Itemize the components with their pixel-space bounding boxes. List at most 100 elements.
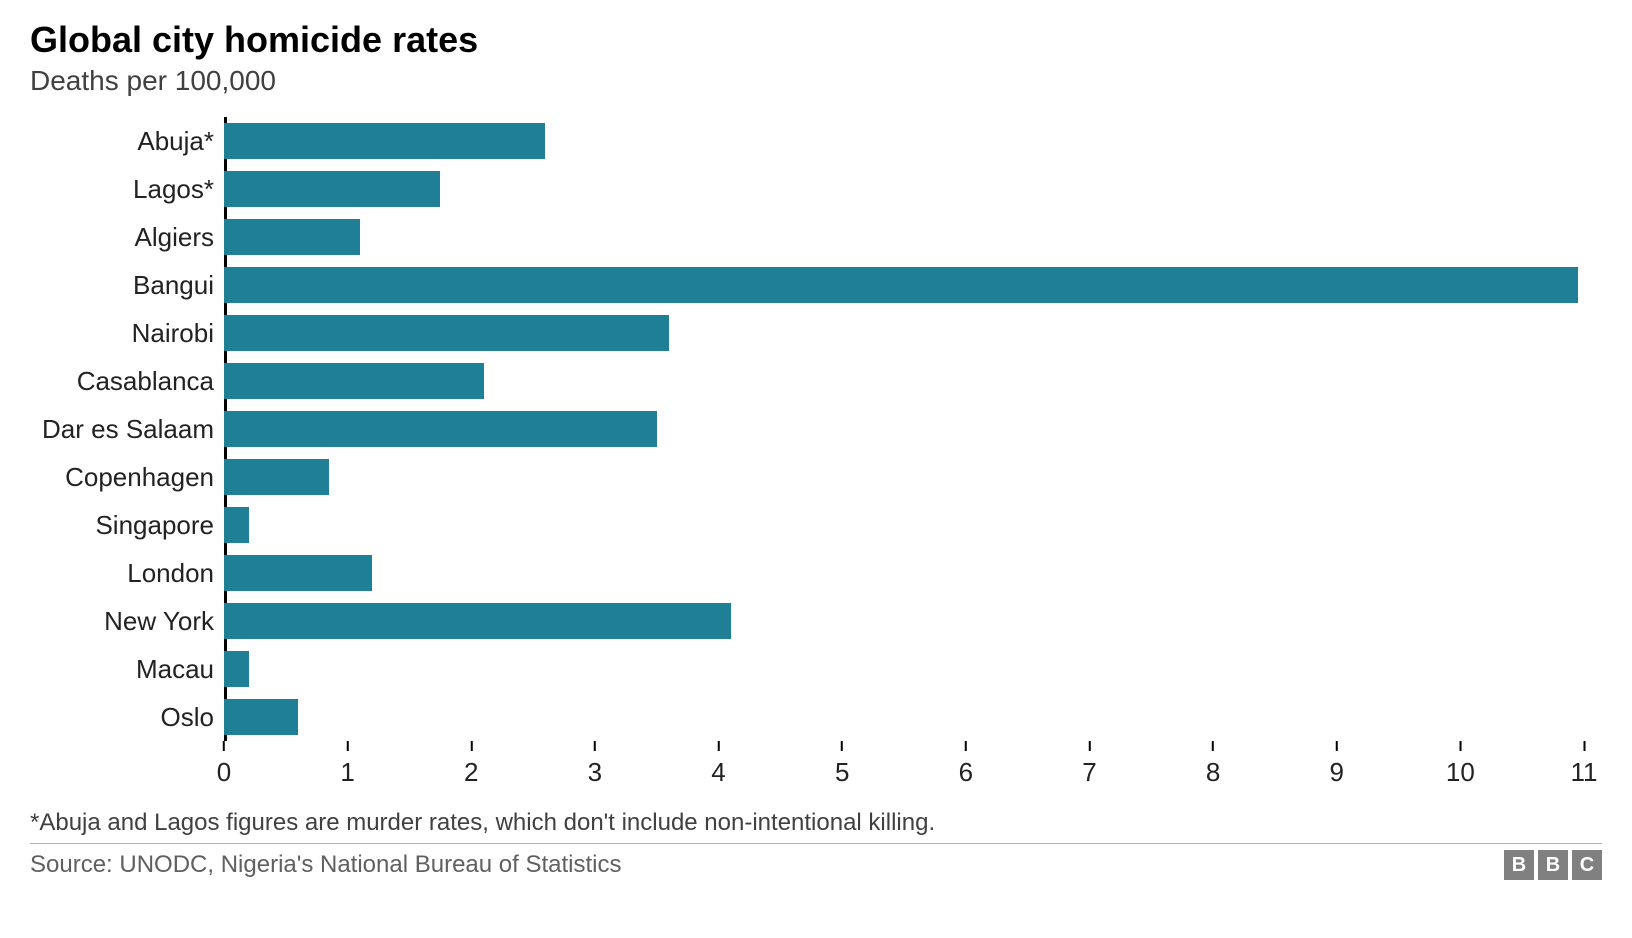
bar (224, 363, 484, 399)
bar-plot-cell (224, 117, 1584, 165)
table-row: Singapore (30, 501, 1602, 549)
tick-mark (470, 741, 472, 751)
tick-label: 1 (340, 757, 354, 788)
bar-plot-cell (224, 597, 1584, 645)
chart-subtitle: Deaths per 100,000 (30, 64, 1602, 98)
bar-plot-cell (224, 165, 1584, 213)
tick-mark (965, 741, 967, 751)
bar-plot-cell (224, 357, 1584, 405)
x-tick: 7 (1082, 741, 1096, 788)
tick-mark (1088, 741, 1090, 751)
category-label: Lagos* (30, 174, 224, 205)
bar-plot-cell (224, 405, 1584, 453)
table-row: Copenhagen (30, 453, 1602, 501)
bar (224, 411, 657, 447)
tick-label: 5 (835, 757, 849, 788)
table-row: Macau (30, 645, 1602, 693)
category-label: Oslo (30, 702, 224, 733)
x-tick: 0 (217, 741, 231, 788)
bar (224, 651, 249, 687)
tick-mark (1583, 741, 1585, 751)
tick-mark (841, 741, 843, 751)
bar (224, 603, 731, 639)
category-label: Singapore (30, 510, 224, 541)
category-label: Copenhagen (30, 462, 224, 493)
category-label: Algiers (30, 222, 224, 253)
x-tick: 8 (1206, 741, 1220, 788)
x-axis-ticks: 01234567891011 (224, 741, 1584, 791)
bbc-logo: BBC (1504, 850, 1602, 880)
bar (224, 123, 545, 159)
tick-label: 4 (711, 757, 725, 788)
chart-title: Global city homicide rates (30, 20, 1602, 60)
x-tick: 3 (588, 741, 602, 788)
table-row: London (30, 549, 1602, 597)
tick-mark (1336, 741, 1338, 751)
tick-mark (1212, 741, 1214, 751)
x-tick: 10 (1446, 741, 1475, 788)
category-label: Nairobi (30, 318, 224, 349)
bar (224, 267, 1578, 303)
tick-mark (718, 741, 720, 751)
bar (224, 219, 360, 255)
tick-label: 6 (959, 757, 973, 788)
bar (224, 699, 298, 735)
x-tick: 6 (959, 741, 973, 788)
bbc-logo-box: B (1504, 850, 1534, 880)
table-row: Abuja* (30, 117, 1602, 165)
table-row: Bangui (30, 261, 1602, 309)
x-tick: 2 (464, 741, 478, 788)
tick-mark (223, 741, 225, 751)
table-row: Lagos* (30, 165, 1602, 213)
chart-rows: Abuja* Lagos* Algiers Bangui Nairobi Casablan… (30, 117, 1602, 741)
category-label: Bangui (30, 270, 224, 301)
category-label: Macau (30, 654, 224, 685)
tick-mark (347, 741, 349, 751)
table-row: New York (30, 597, 1602, 645)
table-row: Algiers (30, 213, 1602, 261)
bar-plot-cell (224, 213, 1584, 261)
bar-plot-cell (224, 453, 1584, 501)
tick-label: 7 (1082, 757, 1096, 788)
tick-label: 10 (1446, 757, 1475, 788)
table-row: Casablanca (30, 357, 1602, 405)
category-label: Casablanca (30, 366, 224, 397)
tick-label: 8 (1206, 757, 1220, 788)
category-label: Dar es Salaam (30, 414, 224, 445)
chart-area: Abuja* Lagos* Algiers Bangui Nairobi Casablan… (30, 117, 1602, 791)
x-tick: 4 (711, 741, 725, 788)
bar-plot-cell (224, 261, 1584, 309)
category-label: New York (30, 606, 224, 637)
source-label: Source: UNODC, Nigeria's National Bureau… (30, 851, 621, 879)
bar (224, 459, 329, 495)
bbc-logo-box: B (1538, 850, 1568, 880)
bar (224, 171, 440, 207)
bbc-logo-box: C (1572, 850, 1602, 880)
chart-footer: Source: UNODC, Nigeria's National Bureau… (30, 844, 1602, 880)
table-row: Nairobi (30, 309, 1602, 357)
tick-label: 2 (464, 757, 478, 788)
table-row: Oslo (30, 693, 1602, 741)
bar (224, 555, 372, 591)
tick-label: 0 (217, 757, 231, 788)
table-row: Dar es Salaam (30, 405, 1602, 453)
bar-plot-cell (224, 693, 1584, 741)
bar-plot-cell (224, 309, 1584, 357)
chart-container: Global city homicide rates Deaths per 10… (0, 0, 1632, 938)
category-label: London (30, 558, 224, 589)
x-tick: 1 (340, 741, 354, 788)
tick-mark (594, 741, 596, 751)
chart-footnote: *Abuja and Lagos figures are murder rate… (30, 809, 1602, 837)
bar-plot-cell (224, 501, 1584, 549)
bar-plot-cell (224, 645, 1584, 693)
bar (224, 507, 249, 543)
x-tick: 11 (1571, 741, 1598, 788)
tick-label: 3 (588, 757, 602, 788)
x-tick: 5 (835, 741, 849, 788)
category-label: Abuja* (30, 126, 224, 157)
tick-mark (1459, 741, 1461, 751)
tick-label: 9 (1329, 757, 1343, 788)
bar (224, 315, 669, 351)
tick-label: 11 (1571, 757, 1598, 788)
x-tick: 9 (1329, 741, 1343, 788)
